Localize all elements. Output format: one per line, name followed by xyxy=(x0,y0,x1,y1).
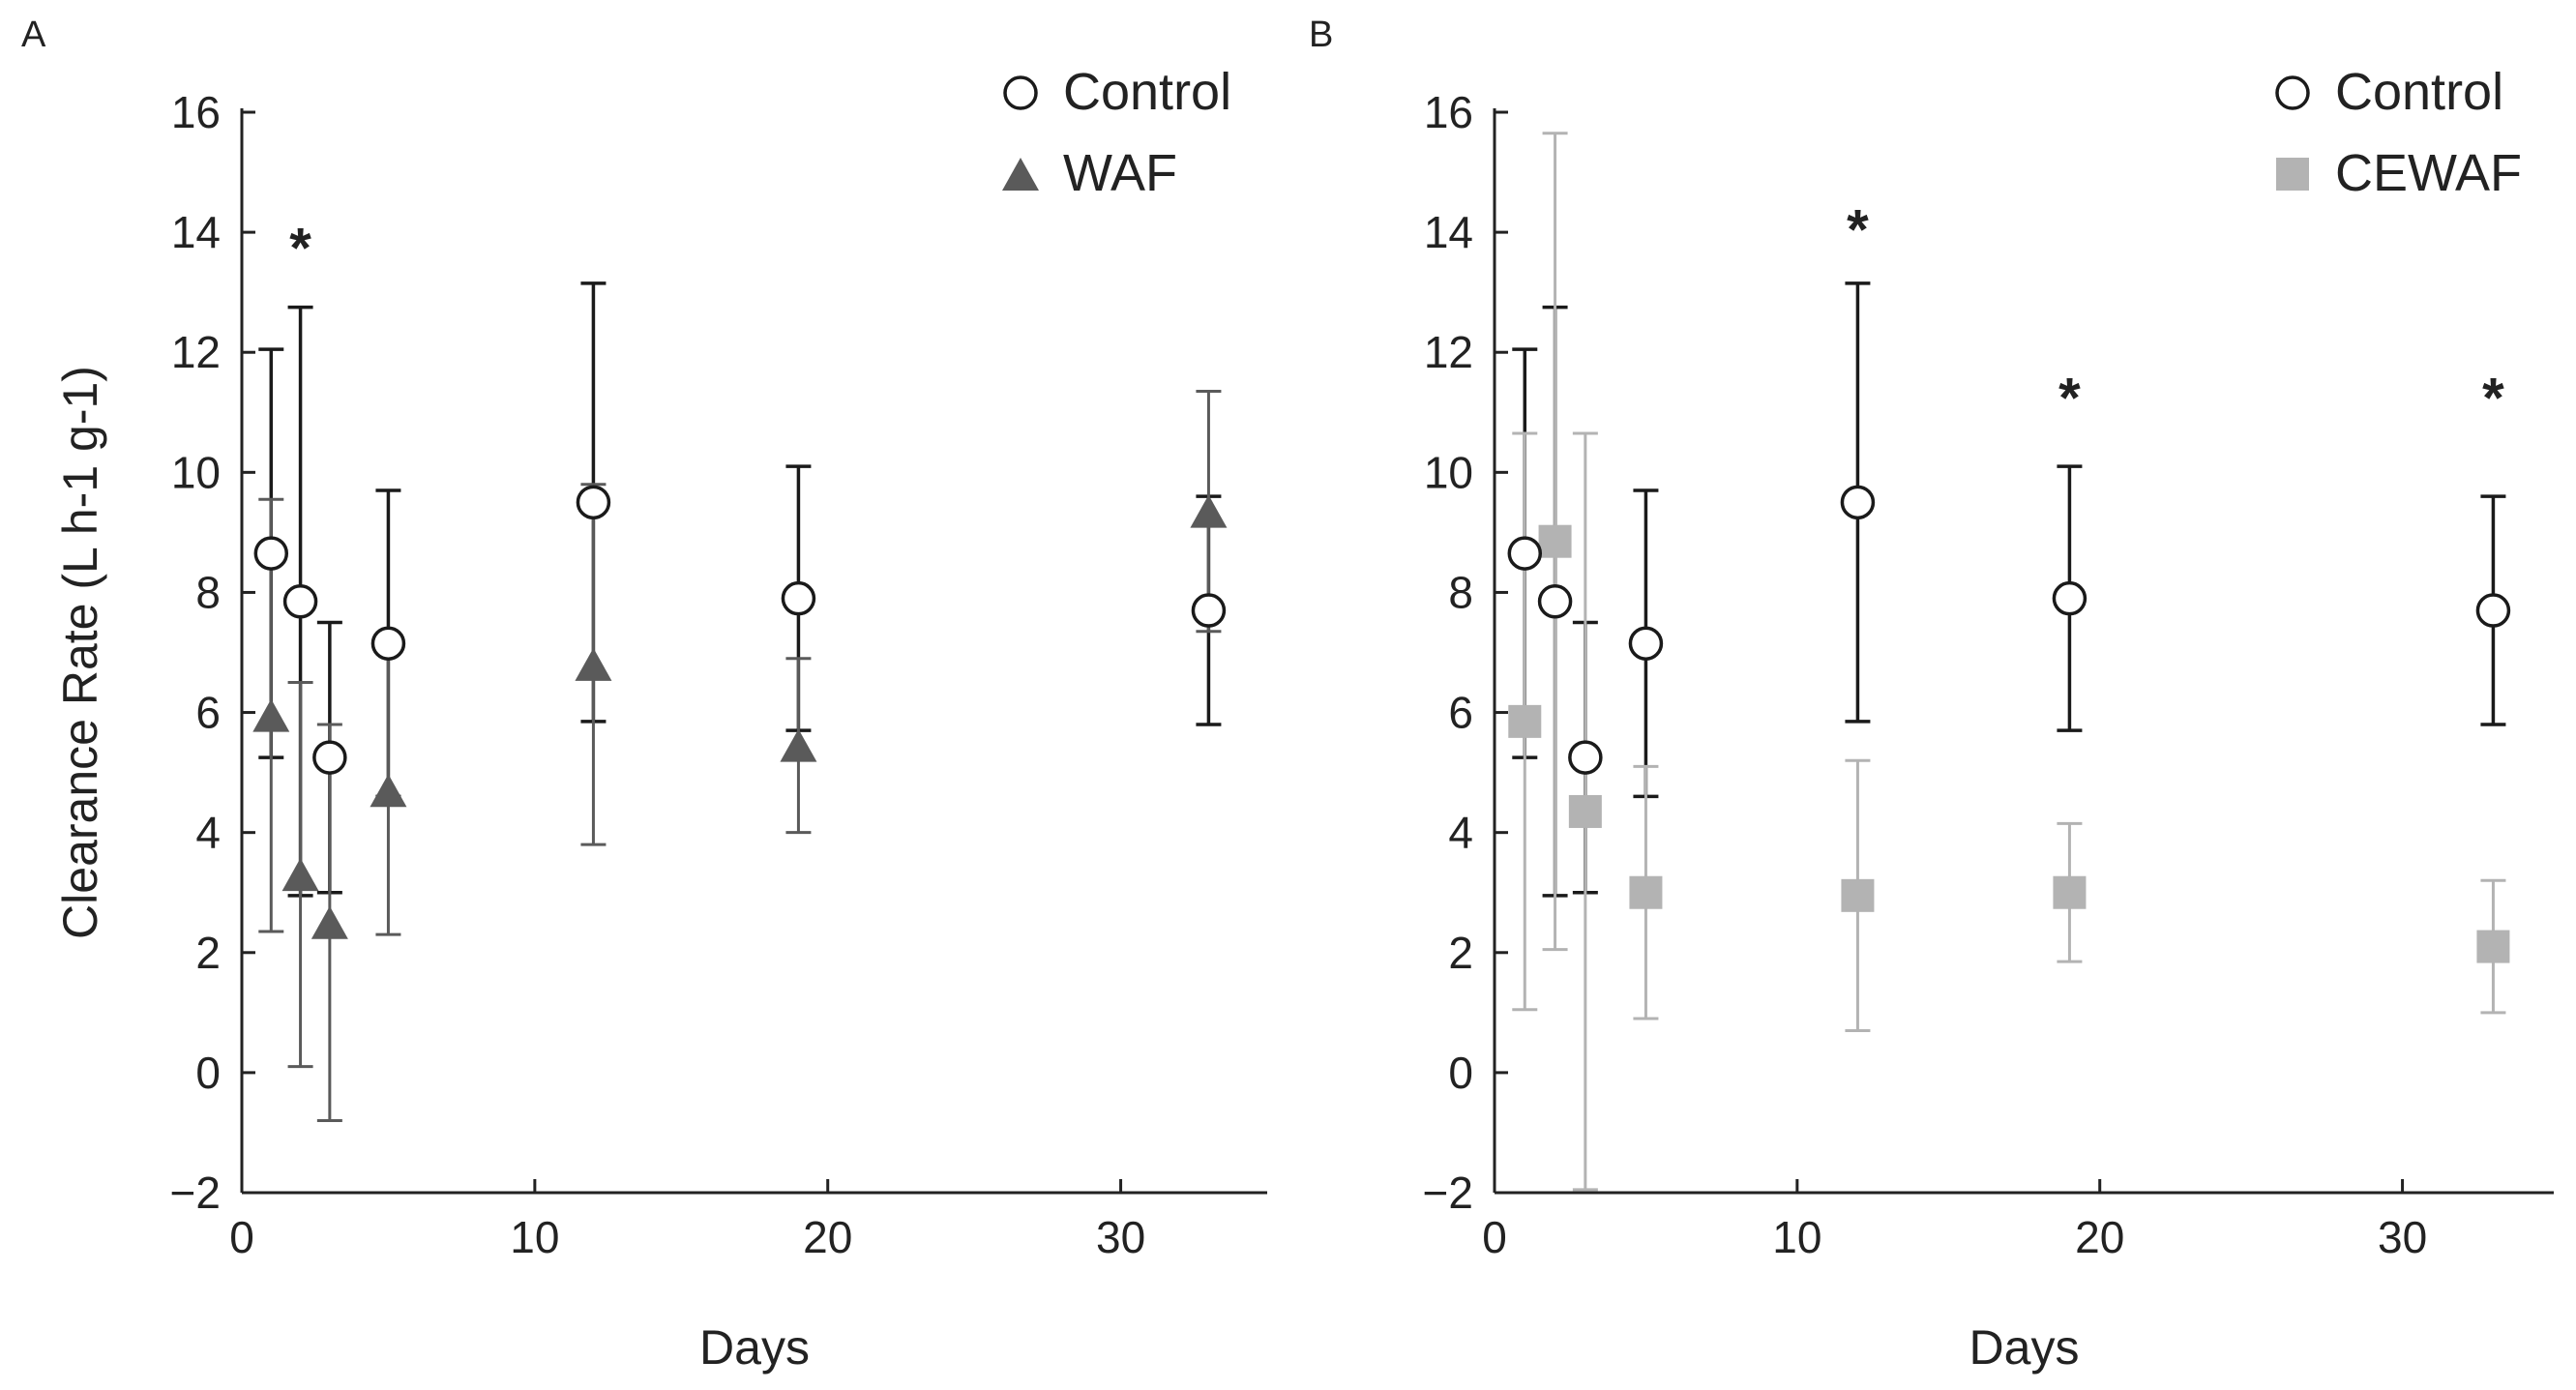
y-tick-label: 0 xyxy=(1448,1048,1473,1098)
data-point xyxy=(2475,593,2511,628)
y-axis-label: Clearance Rate (L h-1 g-1) xyxy=(53,366,107,939)
panel-label: B xyxy=(1309,15,1333,55)
legend-marker xyxy=(2275,75,2310,110)
x-tick-label: 30 xyxy=(2378,1212,2427,1262)
data-point xyxy=(576,485,611,520)
legend-label: WAF xyxy=(1063,144,1177,202)
data-point xyxy=(2052,580,2087,616)
data-point xyxy=(1840,485,1876,520)
y-tick-label: 6 xyxy=(195,688,221,738)
data-point xyxy=(370,626,406,661)
y-tick-label: 10 xyxy=(171,447,221,497)
y-tick-label: 16 xyxy=(1424,87,1473,137)
legend-marker xyxy=(1002,158,1039,191)
legend-label: Control xyxy=(2335,63,2503,121)
data-point xyxy=(781,580,816,616)
data-point xyxy=(1508,704,1542,738)
data-point xyxy=(311,905,348,939)
y-tick-label: 4 xyxy=(1448,808,1473,858)
legend-marker xyxy=(1003,75,1038,110)
data-point xyxy=(1190,494,1228,528)
legend: Control CEWAF xyxy=(2275,63,2522,202)
significance-marker: * xyxy=(289,217,311,280)
data-point xyxy=(1568,794,1602,828)
legend-label: CEWAF xyxy=(2335,144,2522,202)
data-point xyxy=(253,536,289,571)
legend-label: Control xyxy=(1063,63,1231,121)
data-point xyxy=(1628,626,1664,661)
y-tick-label: 10 xyxy=(1424,447,1473,497)
y-tick-label: 8 xyxy=(1448,567,1473,617)
data-point xyxy=(312,740,347,775)
data-point xyxy=(252,698,290,732)
legend: Control WAF xyxy=(1002,63,1231,202)
x-tick-label: 20 xyxy=(803,1212,852,1262)
data-point xyxy=(1841,878,1875,912)
data-point xyxy=(1537,584,1573,619)
significance-marker: * xyxy=(2482,367,2504,429)
data-point xyxy=(1507,536,1543,571)
data-point xyxy=(281,858,319,892)
significance-marker: * xyxy=(2058,367,2081,429)
data-point xyxy=(780,728,817,762)
y-tick-label: 4 xyxy=(195,808,221,858)
y-tick-label: 14 xyxy=(1424,207,1473,257)
panel-label: A xyxy=(21,15,46,55)
data-point xyxy=(282,584,318,619)
y-tick-label: −2 xyxy=(1423,1168,1473,1218)
y-tick-label: 2 xyxy=(195,928,221,978)
y-tick-label: 8 xyxy=(195,567,221,617)
significance-marker: * xyxy=(1847,199,1869,262)
y-tick-label: 14 xyxy=(171,207,221,257)
y-tick-label: 0 xyxy=(195,1048,221,1098)
x-tick-label: 0 xyxy=(1482,1212,1507,1262)
y-tick-label: 12 xyxy=(171,327,221,377)
y-tick-label: −2 xyxy=(170,1168,221,1218)
y-tick-label: 2 xyxy=(1448,928,1473,978)
x-tick-label: 10 xyxy=(1772,1212,1821,1262)
x-tick-label: 0 xyxy=(229,1212,254,1262)
y-tick-label: 16 xyxy=(171,87,221,137)
data-point xyxy=(1538,524,1572,558)
x-tick-label: 10 xyxy=(510,1212,559,1262)
data-point xyxy=(1568,740,1603,775)
data-point xyxy=(2476,930,2510,963)
x-tick-label: 20 xyxy=(2075,1212,2124,1262)
data-point xyxy=(370,774,407,808)
x-axis-label: Days xyxy=(1969,1320,2080,1375)
legend-marker xyxy=(2276,158,2309,191)
data-point xyxy=(2053,875,2087,909)
x-tick-label: 30 xyxy=(1096,1212,1145,1262)
data-point xyxy=(1629,875,1663,909)
y-tick-label: 12 xyxy=(1424,327,1473,377)
data-point xyxy=(575,647,612,681)
x-axis-label: Days xyxy=(699,1320,810,1375)
y-tick-label: 6 xyxy=(1448,688,1473,738)
data-point xyxy=(1191,593,1227,628)
